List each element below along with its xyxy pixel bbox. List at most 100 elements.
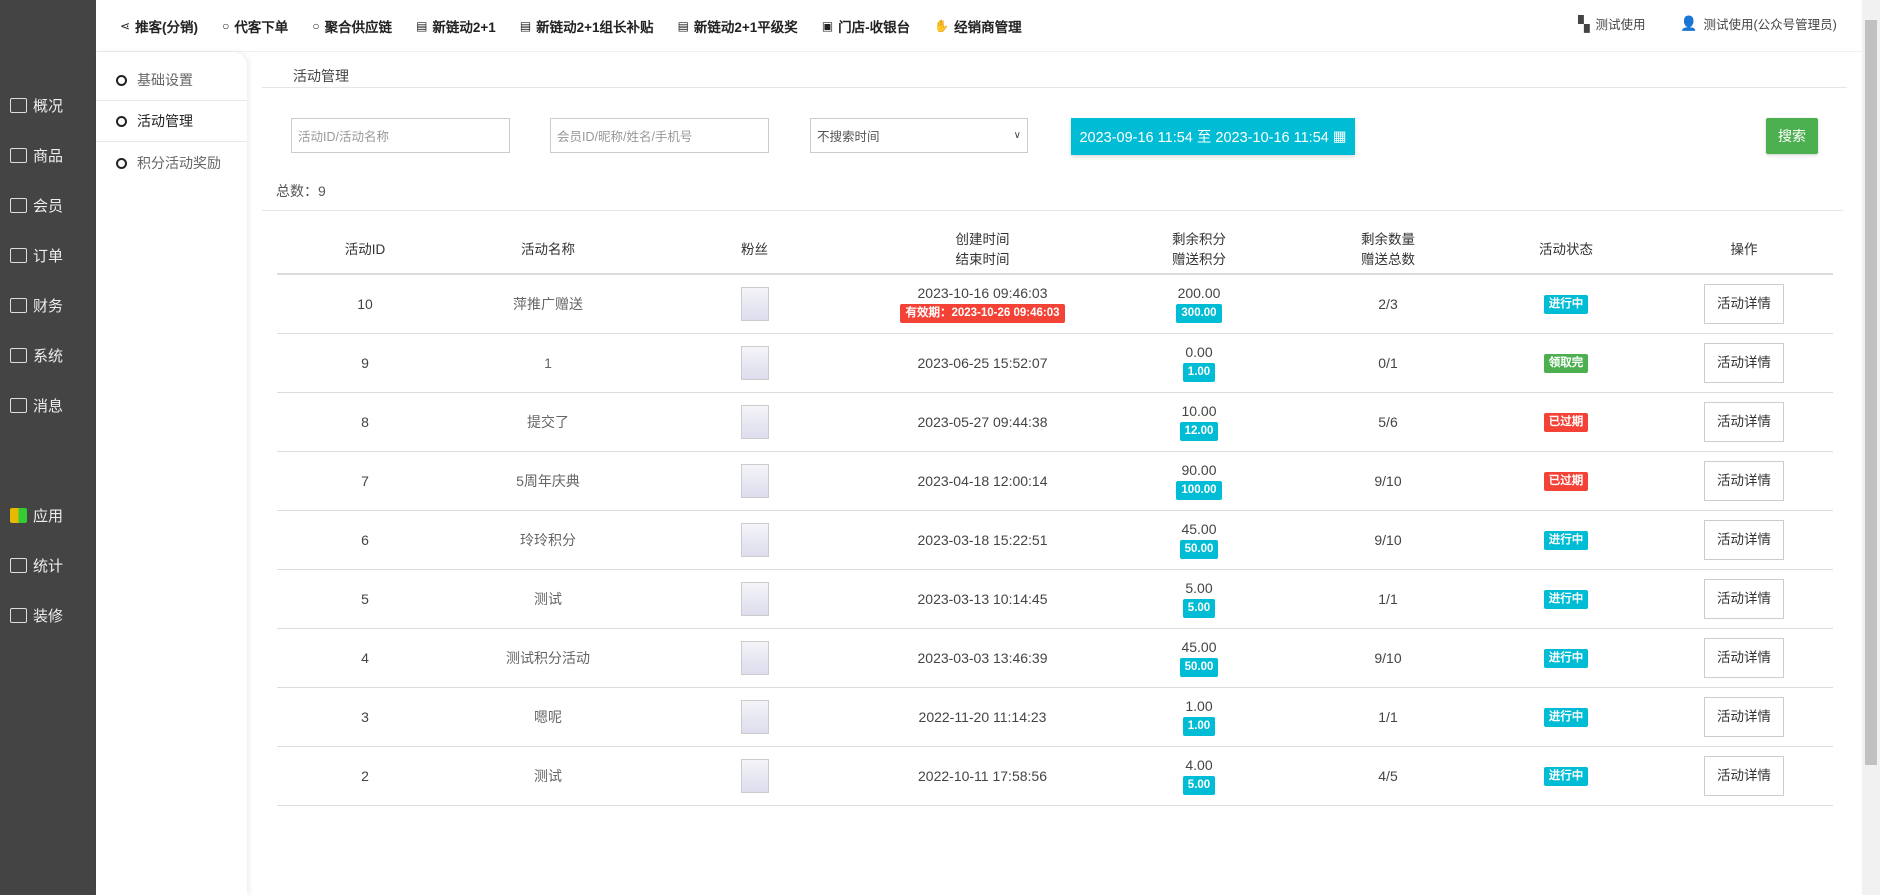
avatar — [740, 640, 769, 675]
gift-points-badge: 1.00 — [1182, 717, 1216, 736]
total-count: 总数：9 — [276, 183, 326, 199]
search-button[interactable]: 搜索 — [1766, 118, 1818, 154]
submenu-basic[interactable]: 基础设置 — [96, 60, 247, 100]
sidebar-item-1[interactable]: 商品 — [10, 145, 63, 166]
users-icon — [10, 198, 27, 213]
activity-detail-button[interactable]: 活动详情 — [1704, 637, 1784, 678]
cell-id: 6 — [277, 510, 453, 570]
cell-id: 8 — [277, 392, 453, 452]
date-range-button[interactable]: 2023-09-16 11:54 至 2023-10-16 11:54 ▦ — [1071, 118, 1355, 155]
cell-status: 已过期 — [1477, 451, 1655, 511]
sidebar-item-4[interactable]: 财务 — [10, 295, 63, 316]
activity-detail-button[interactable]: 活动详情 — [1704, 519, 1784, 560]
cell-id: 2 — [277, 746, 453, 806]
nav-lian1[interactable]: ▤ 新链动2+1 — [416, 18, 496, 35]
doc-icon: ▤ — [416, 18, 428, 33]
activity-detail-button[interactable]: 活动详情 — [1704, 283, 1784, 324]
nav-supply[interactable]: ○ 聚合供应链 — [312, 18, 393, 35]
activity-detail-button[interactable]: 活动详情 — [1704, 401, 1784, 442]
status-badge: 已过期 — [1543, 472, 1589, 491]
activity-detail-button[interactable]: 活动详情 — [1704, 578, 1784, 619]
submenu-activity[interactable]: 活动管理 — [96, 100, 247, 142]
doc-icon: ▤ — [677, 18, 689, 33]
shop-bag-icon — [10, 148, 27, 163]
cell-id: 5 — [277, 569, 453, 629]
time-select[interactable]: 不搜索时间 ∨ — [810, 118, 1028, 153]
cell-status: 已过期 — [1477, 392, 1655, 452]
cell-fans — [643, 451, 866, 511]
col-status: 活动状态 — [1477, 226, 1655, 275]
table-row: 9 1 2023-06-25 15:52:07 0.00 1.00 0/1 领取完… — [277, 333, 1833, 393]
yen-icon — [10, 298, 27, 313]
scrollbar-thumb[interactable] — [1865, 20, 1877, 765]
col-action: 操作 — [1655, 226, 1833, 275]
cell-action: 活动详情 — [1655, 333, 1833, 393]
col-qty: 剩余数量 赠送总数 — [1299, 226, 1477, 275]
activity-detail-button[interactable]: 活动详情 — [1704, 342, 1784, 383]
top-nav: ⋖ 推客(分销) ○ 代客下单 ○ 聚合供应链 ▤ 新链动2+1 ▤ 新链动2+1组长补贴… — [96, 0, 1862, 52]
cell-id: 10 — [277, 274, 453, 334]
table-header: 活动ID 活动名称 粉丝 创建时间 结束时间 剩余积分 赠送积分 剩余数量 赠送总数 … — [277, 226, 1833, 275]
activity-detail-button[interactable]: 活动详情 — [1704, 755, 1784, 796]
col-id: 活动ID — [277, 226, 453, 275]
activity-search-input[interactable]: 活动ID/活动名称 — [291, 118, 510, 153]
cell-status: 进行中 — [1477, 510, 1655, 570]
cell-qty: 9/10 — [1299, 628, 1477, 688]
nav-lian3[interactable]: ▤ 新链动2+1平级奖 — [677, 18, 798, 35]
submenu: 基础设置 活动管理 积分活动奖励 — [96, 52, 247, 895]
table-row: 6 玲玲积分 2023-03-18 15:22:51 45.00 50.00 9/… — [277, 510, 1833, 570]
cell-name: 测试 — [453, 746, 643, 806]
cell-points: 5.00 5.00 — [1099, 569, 1299, 629]
sidebar-item-8[interactable]: 统计 — [10, 555, 63, 576]
table-row: 7 5周年庆典 2023-04-18 12:00:14 90.00 100.00 … — [277, 451, 1833, 511]
col-points: 剩余积分 赠送积分 — [1099, 226, 1299, 275]
paint-roller-icon — [10, 608, 27, 623]
cell-id: 4 — [277, 628, 453, 688]
cell-fans — [643, 392, 866, 452]
sidebar-item-7[interactable]: 应用 — [10, 505, 63, 526]
circle-icon: ○ — [312, 18, 320, 33]
cell-time: 2022-11-20 11:14:23 — [866, 687, 1099, 747]
divider — [262, 87, 1847, 88]
expiry-badge: 有效期：2023-10-26 09:46:03 — [900, 304, 1065, 324]
cell-points: 1.00 1.00 — [1099, 687, 1299, 747]
sidebar-item-5[interactable]: 系统 — [10, 345, 63, 366]
cell-name: 5周年庆典 — [453, 451, 643, 511]
nav-dealer[interactable]: ✋ 经销商管理 — [934, 18, 1022, 35]
status-badge: 进行中 — [1543, 295, 1589, 315]
sidebar-item-2[interactable]: 会员 — [10, 195, 63, 216]
table-row: 3 嗯呢 2022-11-20 11:14:23 1.00 1.00 1/1 进行… — [277, 687, 1833, 747]
user-menu[interactable]: 👤 测试使用(公众号管理员) — [1680, 15, 1837, 32]
sidebar-item-9[interactable]: 装修 — [10, 605, 63, 626]
submenu-reward[interactable]: 积分活动奖励 — [96, 142, 247, 184]
activity-table: 活动ID 活动名称 粉丝 创建时间 结束时间 剩余积分 赠送积分 剩余数量 赠送总数 … — [277, 226, 1833, 806]
activity-detail-button[interactable]: 活动详情 — [1704, 460, 1784, 501]
nav-cashier[interactable]: ▣ 门店-收银台 — [821, 18, 911, 35]
member-search-input[interactable]: 会员ID/昵称/姓名/手机号 — [550, 118, 769, 153]
cell-time: 2023-05-27 09:44:38 — [866, 392, 1099, 452]
nav-lian2[interactable]: ▤ 新链动2+1组长补贴 — [519, 18, 654, 35]
activity-detail-button[interactable]: 活动详情 — [1704, 696, 1784, 737]
cell-fans — [643, 569, 866, 629]
status-badge: 进行中 — [1543, 708, 1589, 727]
gear-icon — [10, 348, 27, 363]
sidebar-item-6[interactable]: 消息 — [10, 395, 63, 416]
cell-name: 嗯呢 — [453, 687, 643, 747]
cell-action: 活动详情 — [1655, 569, 1833, 629]
nav-daike[interactable]: ○ 代客下单 — [222, 18, 289, 35]
scrollbar[interactable] — [1862, 0, 1880, 895]
nav-tuike[interactable]: ⋖ 推客(分销) — [120, 18, 199, 35]
main-sidebar: 概况商品会员订单财务系统消息应用统计装修 — [0, 0, 96, 895]
sidebar-item-3[interactable]: 订单 — [10, 245, 63, 266]
cell-fans — [643, 687, 866, 747]
store-switch[interactable]: ▚ 测试使用 — [1578, 15, 1646, 33]
cell-action: 活动详情 — [1655, 451, 1833, 511]
doc-icon: ▤ — [519, 18, 532, 33]
gift-points-badge: 5.00 — [1182, 599, 1216, 618]
cell-status: 进行中 — [1477, 628, 1655, 688]
cell-id: 3 — [277, 687, 453, 747]
cell-name: 玲玲积分 — [453, 510, 643, 570]
cell-qty: 1/1 — [1299, 569, 1477, 629]
sidebar-item-0[interactable]: 概况 — [10, 95, 63, 116]
chevron-down-icon: ∨ — [1013, 130, 1021, 141]
